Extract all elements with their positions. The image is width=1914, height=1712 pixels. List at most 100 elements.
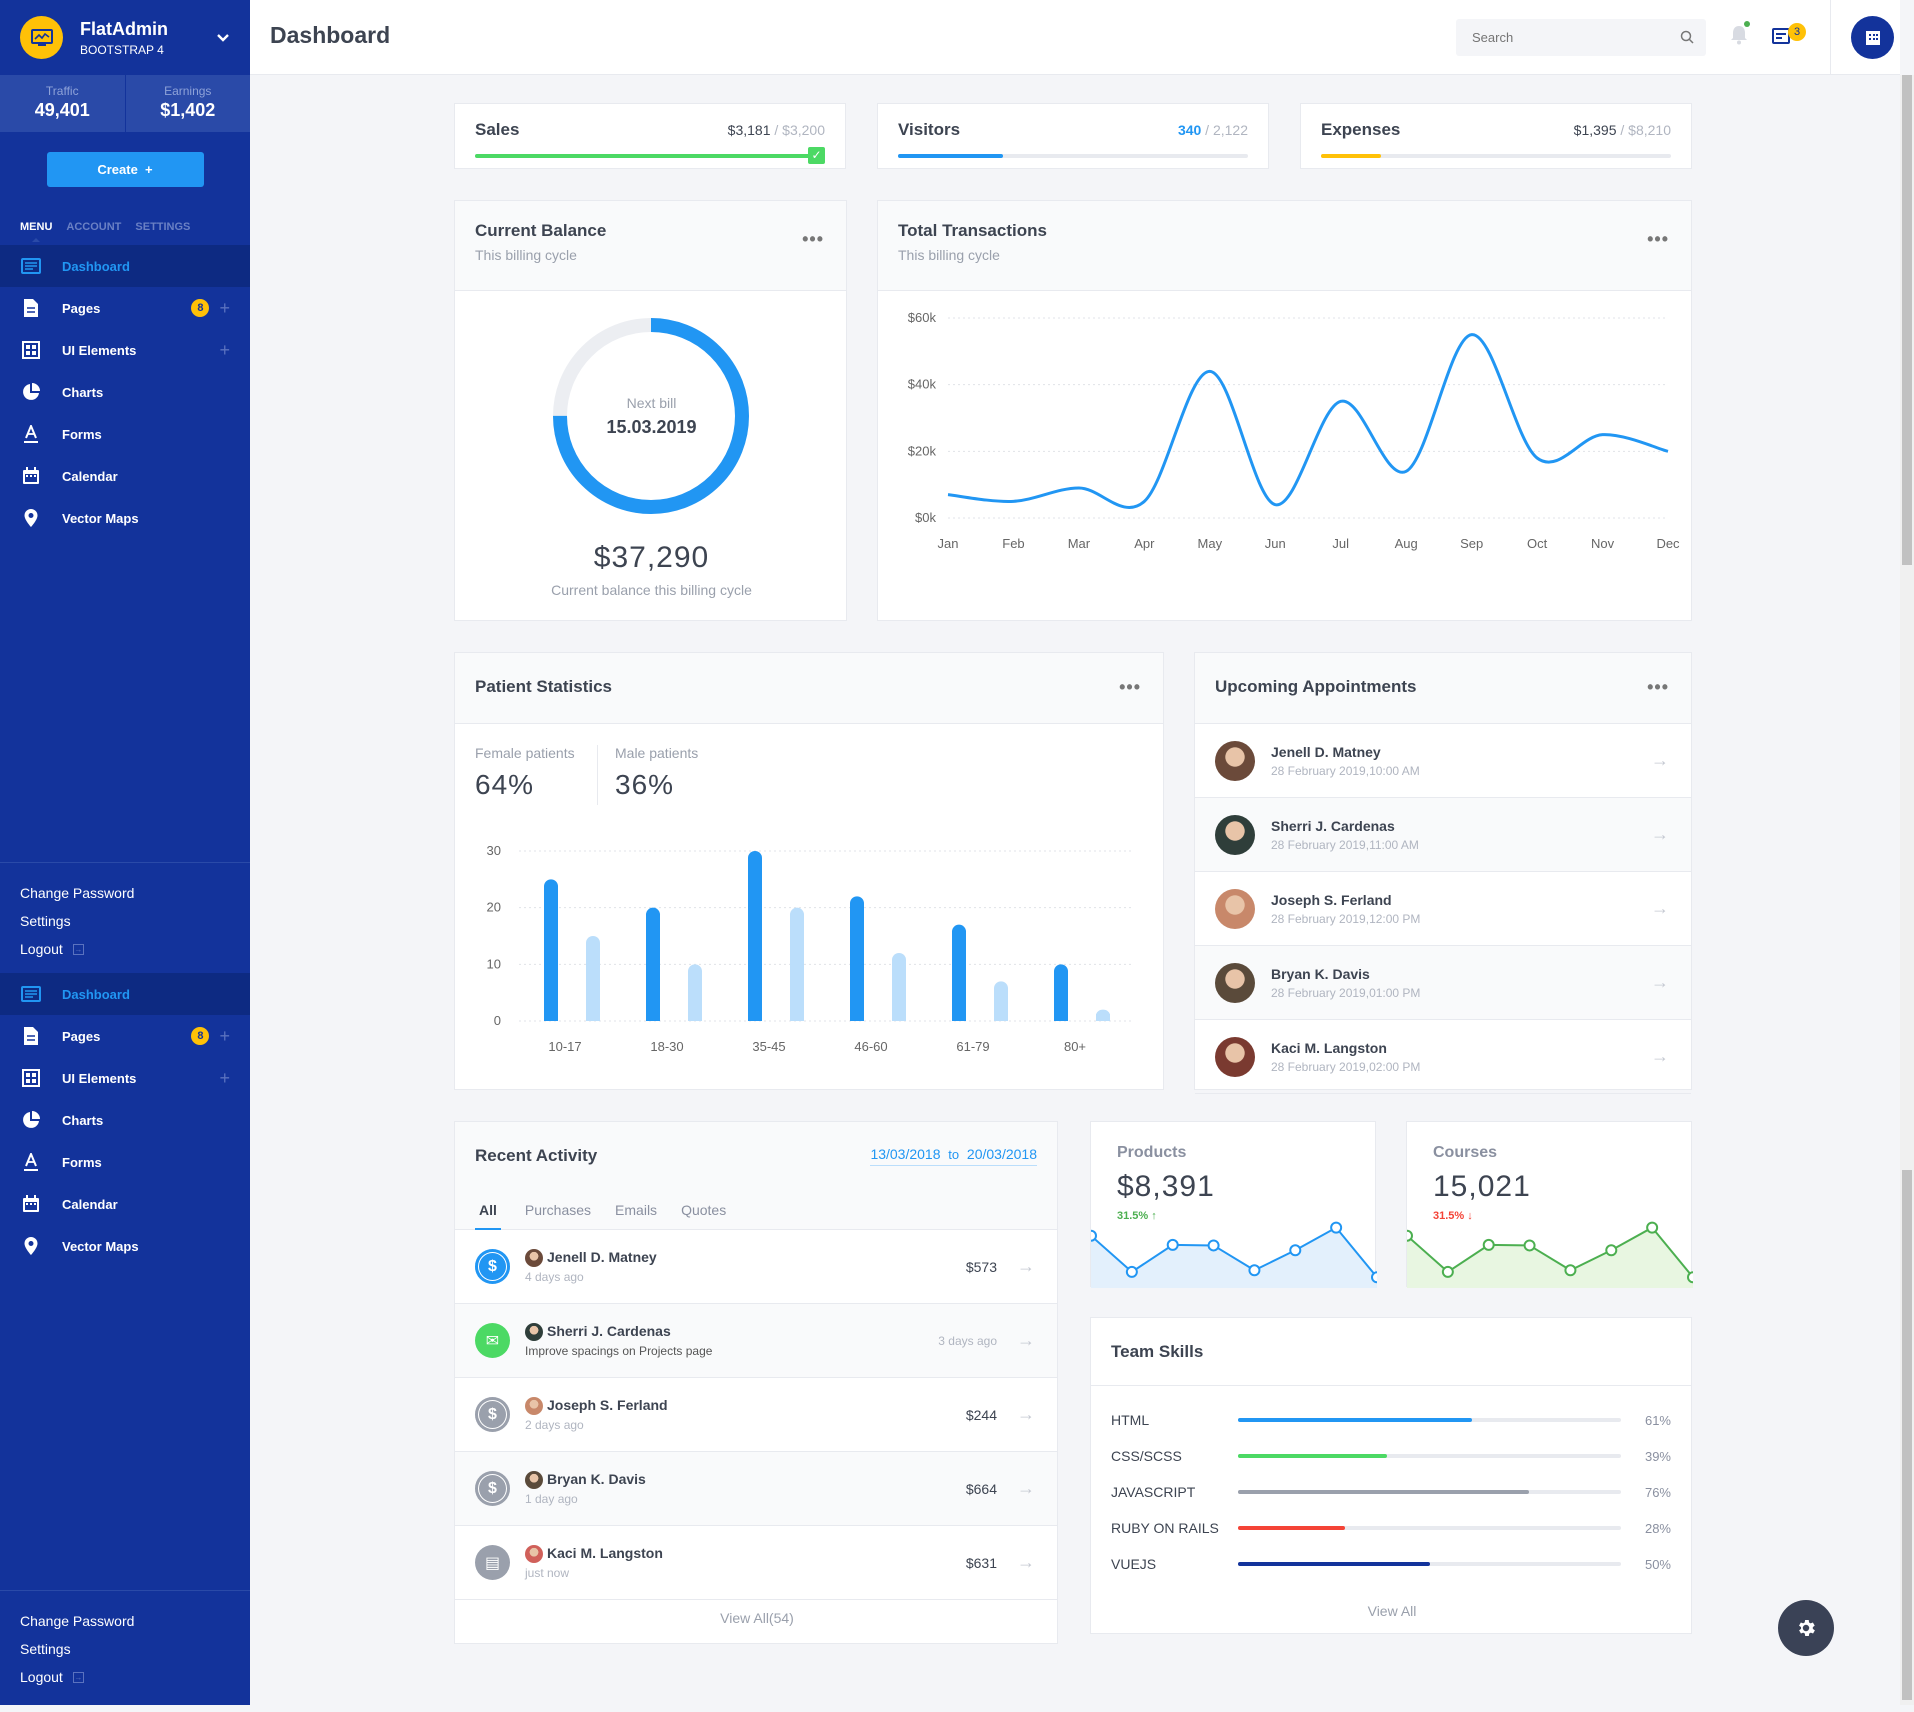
plus-icon[interactable]: + bbox=[219, 339, 230, 360]
search-input[interactable] bbox=[1456, 19, 1656, 56]
view-all-link[interactable]: View All(54) bbox=[720, 1610, 794, 1626]
sidebar-item-label: Forms bbox=[62, 1154, 102, 1170]
stat-value: $1,402 bbox=[160, 100, 216, 120]
tab-menu[interactable]: MENU bbox=[20, 221, 53, 242]
balance-amount: $37,290 bbox=[593, 541, 710, 574]
more-icon[interactable]: ••• bbox=[802, 229, 824, 249]
arrow-right-icon[interactable]: → bbox=[1017, 1404, 1035, 1424]
tab-quotes[interactable]: Quotes bbox=[681, 1201, 727, 1218]
tab-purchases[interactable]: Purchases bbox=[524, 1201, 592, 1218]
kpi-total: / $3,200 bbox=[770, 122, 825, 138]
tab-settings[interactable]: SETTINGS bbox=[135, 221, 191, 233]
sidebar: FlatAdmin BOOTSTRAP 4 Traffic 49,401 Ear… bbox=[0, 0, 250, 1705]
sidebar-item-label: Pages bbox=[62, 300, 101, 316]
calendar-icon[interactable] bbox=[1772, 26, 1790, 44]
activity-amount: $631 bbox=[965, 1554, 997, 1571]
kpi-progress-track bbox=[1321, 154, 1671, 158]
bell-icon[interactable] bbox=[1730, 25, 1748, 45]
footer-link-settings[interactable]: Settings bbox=[20, 1635, 230, 1663]
tab-account[interactable]: ACCOUNT bbox=[66, 221, 122, 233]
scrollbar[interactable] bbox=[1900, 75, 1914, 1705]
kpi-card-sales: Sales $3,181 / $3,200 ✓ bbox=[454, 103, 846, 169]
more-icon[interactable]: ••• bbox=[1647, 229, 1669, 249]
arrow-right-icon[interactable]: → bbox=[1651, 824, 1669, 844]
footer-link-settings[interactable]: Settings bbox=[20, 907, 230, 935]
arrow-right-icon[interactable]: → bbox=[1651, 898, 1669, 918]
arrow-right-icon[interactable]: → bbox=[1651, 972, 1669, 992]
activity-item[interactable]: $ Bryan K. Davis 1 day ago $664 → bbox=[455, 1452, 1057, 1526]
series-line bbox=[947, 333, 1669, 509]
search-icon[interactable] bbox=[1680, 30, 1694, 44]
sidebar-item-ui-elements[interactable]: UI Elements + bbox=[0, 1057, 250, 1099]
female-label: Female patients bbox=[475, 745, 575, 761]
more-icon[interactable]: ••• bbox=[1647, 677, 1669, 697]
appointment-item[interactable]: Sherri J. Cardenas 28 February 2019,11:00… bbox=[1195, 798, 1691, 872]
arrow-right-icon[interactable]: → bbox=[1651, 1046, 1669, 1066]
view-all-link[interactable]: View All bbox=[1367, 1603, 1417, 1619]
appointment-item[interactable]: Joseph S. Ferland 28 February 2019,12:00 … bbox=[1195, 872, 1691, 946]
kpi-amount: 340 bbox=[1177, 122, 1202, 138]
arrow-right-icon[interactable]: → bbox=[1017, 1256, 1035, 1276]
footer-link-logout[interactable]: Logout → bbox=[20, 935, 230, 963]
arrow-right-icon[interactable]: → bbox=[1651, 750, 1669, 770]
change-value: 31.5% bbox=[1433, 1210, 1465, 1222]
sidebar-item-vector-maps[interactable]: Vector Maps bbox=[0, 1225, 250, 1267]
brand[interactable]: FlatAdmin BOOTSTRAP 4 bbox=[0, 0, 250, 75]
kpi-total: / 2,122 bbox=[1201, 122, 1248, 138]
sidebar-item-ui-elements[interactable]: UI Elements + bbox=[0, 329, 250, 371]
appointment-item[interactable]: Bryan K. Davis 28 February 2019,01:00 PM → bbox=[1195, 946, 1691, 1020]
activity-item[interactable]: ✉ Sherri J. Cardenas Improve spacings on P… bbox=[455, 1304, 1057, 1378]
plus-icon[interactable]: + bbox=[219, 1067, 230, 1088]
text-icon bbox=[20, 423, 42, 445]
transactions-line-chart: $0k $20k $40k $60k Jan Feb Mar Apr May Jun Jul Aug S… bbox=[908, 310, 1680, 551]
arrow-right-icon[interactable]: → bbox=[1017, 1478, 1035, 1498]
bar bbox=[586, 936, 600, 1021]
sidebar-item-label: Pages bbox=[62, 1028, 101, 1044]
sidebar-item-vector-maps[interactable]: Vector Maps bbox=[0, 497, 250, 539]
chevron-down-icon[interactable] bbox=[216, 33, 230, 43]
logout-icon: → bbox=[72, 943, 84, 955]
sidebar-item-calendar[interactable]: Calendar bbox=[0, 1183, 250, 1225]
scroll-thumb[interactable] bbox=[1902, 75, 1912, 565]
tab-all[interactable]: All bbox=[475, 1190, 501, 1230]
plus-icon[interactable]: + bbox=[219, 1025, 230, 1046]
footer-link-change-password[interactable]: Change Password bbox=[20, 1607, 230, 1635]
y-tick-label: $40k bbox=[908, 377, 937, 392]
pie-icon bbox=[20, 381, 42, 403]
scroll-thumb[interactable] bbox=[1902, 1170, 1912, 1700]
sparkline-point bbox=[1482, 1238, 1495, 1251]
sidebar-item-pages[interactable]: Pages 8 + bbox=[0, 1015, 250, 1057]
date-range[interactable]: 13/03/2018 to 20/03/2018 bbox=[870, 1146, 1037, 1166]
building-icon[interactable] bbox=[1851, 16, 1894, 59]
sidebar-item-charts[interactable]: Charts bbox=[0, 371, 250, 413]
create-button[interactable]: Create + bbox=[46, 152, 204, 187]
sidebar-item-forms[interactable]: Forms bbox=[0, 1141, 250, 1183]
products-sparkline bbox=[1091, 1221, 1377, 1288]
avatar bbox=[525, 1396, 543, 1415]
activity-item[interactable]: ▤ Kaci M. Langston just now $631 → bbox=[455, 1526, 1057, 1600]
footer-link-logout[interactable]: Logout → bbox=[20, 1663, 230, 1691]
settings-fab[interactable] bbox=[1778, 1600, 1834, 1656]
tab-emails[interactable]: Emails bbox=[615, 1201, 658, 1218]
appointment-item[interactable]: Jenell D. Matney 28 February 2019,10:00 A… bbox=[1195, 724, 1691, 798]
courses-change: 31.5% ↓ bbox=[1433, 1210, 1473, 1222]
plus-icon[interactable]: + bbox=[219, 297, 230, 318]
sidebar-footer: Change Password Settings Logout → bbox=[0, 862, 250, 973]
bar bbox=[952, 924, 966, 1021]
sidebar-item-dashboard[interactable]: Dashboard bbox=[0, 973, 250, 1015]
appointment-date: 28 February 2019,01:00 PM bbox=[1271, 985, 1421, 1000]
arrow-right-icon[interactable]: → bbox=[1017, 1330, 1035, 1350]
sidebar-item-dashboard[interactable]: Dashboard bbox=[0, 245, 250, 287]
more-icon[interactable]: ••• bbox=[1119, 677, 1141, 697]
sidebar-item-pages[interactable]: Pages 8 + bbox=[0, 287, 250, 329]
kpi-value: $3,181 / $3,200 bbox=[728, 122, 825, 138]
activity-text: Kaci M. Langston just now bbox=[525, 1544, 663, 1580]
activity-item[interactable]: $ Jenell D. Matney 4 days ago $573 → bbox=[455, 1230, 1057, 1304]
sidebar-item-calendar[interactable]: Calendar bbox=[0, 455, 250, 497]
sidebar-item-charts[interactable]: Charts bbox=[0, 1099, 250, 1141]
footer-link-change-password[interactable]: Change Password bbox=[20, 879, 230, 907]
appointment-item[interactable]: Kaci M. Langston 28 February 2019,02:00 P… bbox=[1195, 1020, 1691, 1094]
sidebar-item-forms[interactable]: Forms bbox=[0, 413, 250, 455]
activity-item[interactable]: $ Joseph S. Ferland 2 days ago $244 → bbox=[455, 1378, 1057, 1452]
arrow-right-icon[interactable]: → bbox=[1017, 1552, 1035, 1572]
